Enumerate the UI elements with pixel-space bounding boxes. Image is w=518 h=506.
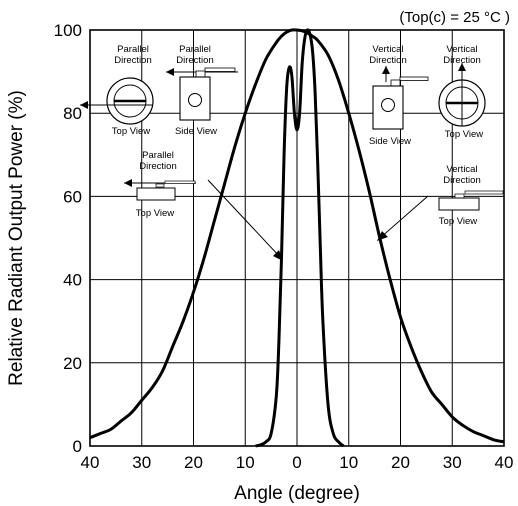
y-axis-title: Relative Radiant Output Power (%)	[6, 90, 27, 386]
inset-title-line-2: Direction	[139, 161, 177, 172]
x-tick-label: 40	[495, 453, 514, 472]
inset-title-line-1: Vertical	[372, 44, 403, 55]
x-tick-label: 0	[292, 453, 301, 472]
inset-title-line-2: Direction	[369, 55, 407, 66]
x-tick-label: 30	[132, 453, 151, 472]
inset-view-label: Top View	[445, 129, 484, 140]
x-tick-label: 20	[391, 453, 410, 472]
y-tick-label: 100	[54, 21, 82, 40]
y-tick-label: 60	[63, 187, 82, 206]
inset-title-line-1: Parallel	[179, 44, 211, 55]
inset-vertical-top-view: Vertical Direction Top View	[438, 44, 486, 140]
inset-parallel-top-view-2: Parallel Direction Top View	[124, 150, 196, 219]
inset-view-label: Side View	[369, 136, 411, 147]
arrowhead-icon	[377, 231, 388, 241]
x-tick-label: 30	[443, 453, 462, 472]
inset-title-line-2: Direction	[114, 55, 152, 66]
y-tick-label: 0	[73, 437, 82, 456]
inset-vertical-top-view-2: Vertical Direction Top View	[438, 164, 504, 227]
arrow-left-icon	[124, 179, 132, 187]
x-tick-label: 40	[81, 453, 100, 472]
x-tick-label: 10	[339, 453, 358, 472]
arrow-left-icon	[80, 101, 88, 109]
inset-title-line-1: Parallel	[142, 150, 174, 161]
leader-arrow-vertical	[377, 195, 429, 241]
inset-view-label: Top View	[136, 208, 175, 219]
y-tick-label: 20	[63, 354, 82, 373]
inset-title-line-2: Direction	[176, 55, 214, 66]
arrow-left-icon	[166, 68, 174, 76]
inset-title-line-1: Vertical	[446, 164, 477, 175]
inset-view-label: Top View	[439, 216, 478, 227]
series-line-2	[255, 28, 345, 448]
condition-label: (Top(c) = 25 °C )	[399, 9, 510, 26]
y-tick-label: 80	[63, 104, 82, 123]
x-axis-title: Angle (degree)	[234, 483, 360, 504]
inset-title-line-1: Parallel	[117, 44, 149, 55]
x-tick-label: 20	[184, 453, 203, 472]
plot-frame	[89, 29, 505, 447]
arrowhead-icon	[273, 250, 283, 261]
inset-title-line-2: Direction	[443, 175, 481, 186]
arrow-up-icon	[458, 63, 466, 71]
inset-view-label: Side View	[175, 126, 217, 137]
y-tick-label: 40	[63, 271, 82, 290]
arrow-up-icon	[382, 66, 390, 74]
inset-view-label: Top View	[112, 126, 151, 137]
inset-parallel-side-view: Parallel Direction Side View	[166, 44, 238, 137]
inset-parallel-top-view: Parallel Direction Top View	[80, 44, 154, 137]
inset-title-line-1: Vertical	[446, 44, 477, 55]
x-tick-label: 10	[236, 453, 255, 472]
inset-vertical-side-view: Vertical Direction Side View	[369, 44, 429, 147]
leader-arrow-parallel	[207, 179, 283, 261]
inset-title-line-2: Direction	[443, 55, 481, 66]
